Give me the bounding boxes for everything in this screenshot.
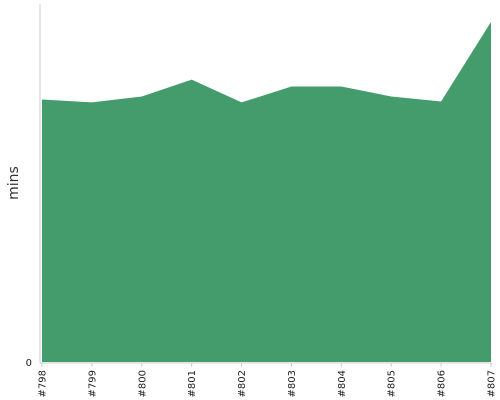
x-tick-label: #805 bbox=[387, 370, 398, 397]
y-axis-label: mins bbox=[6, 166, 22, 200]
y-tick-label-zero: 0 bbox=[26, 358, 32, 369]
x-tick-label: #803 bbox=[287, 370, 298, 397]
x-tick-label: #806 bbox=[437, 370, 448, 397]
x-tick-label: #800 bbox=[137, 370, 148, 397]
x-tick-label: #799 bbox=[87, 370, 98, 397]
series-area bbox=[42, 21, 491, 363]
x-tick-label: #798 bbox=[38, 370, 49, 397]
x-tick-label: #801 bbox=[187, 370, 198, 397]
x-axis-ticks: #798 #799 #800 #801 #802 #803 #804 #805 #806 #807 bbox=[38, 363, 498, 397]
x-tick-label: #804 bbox=[337, 370, 348, 397]
x-tick-label: #807 bbox=[487, 370, 498, 397]
x-tick-label: #802 bbox=[237, 370, 248, 397]
